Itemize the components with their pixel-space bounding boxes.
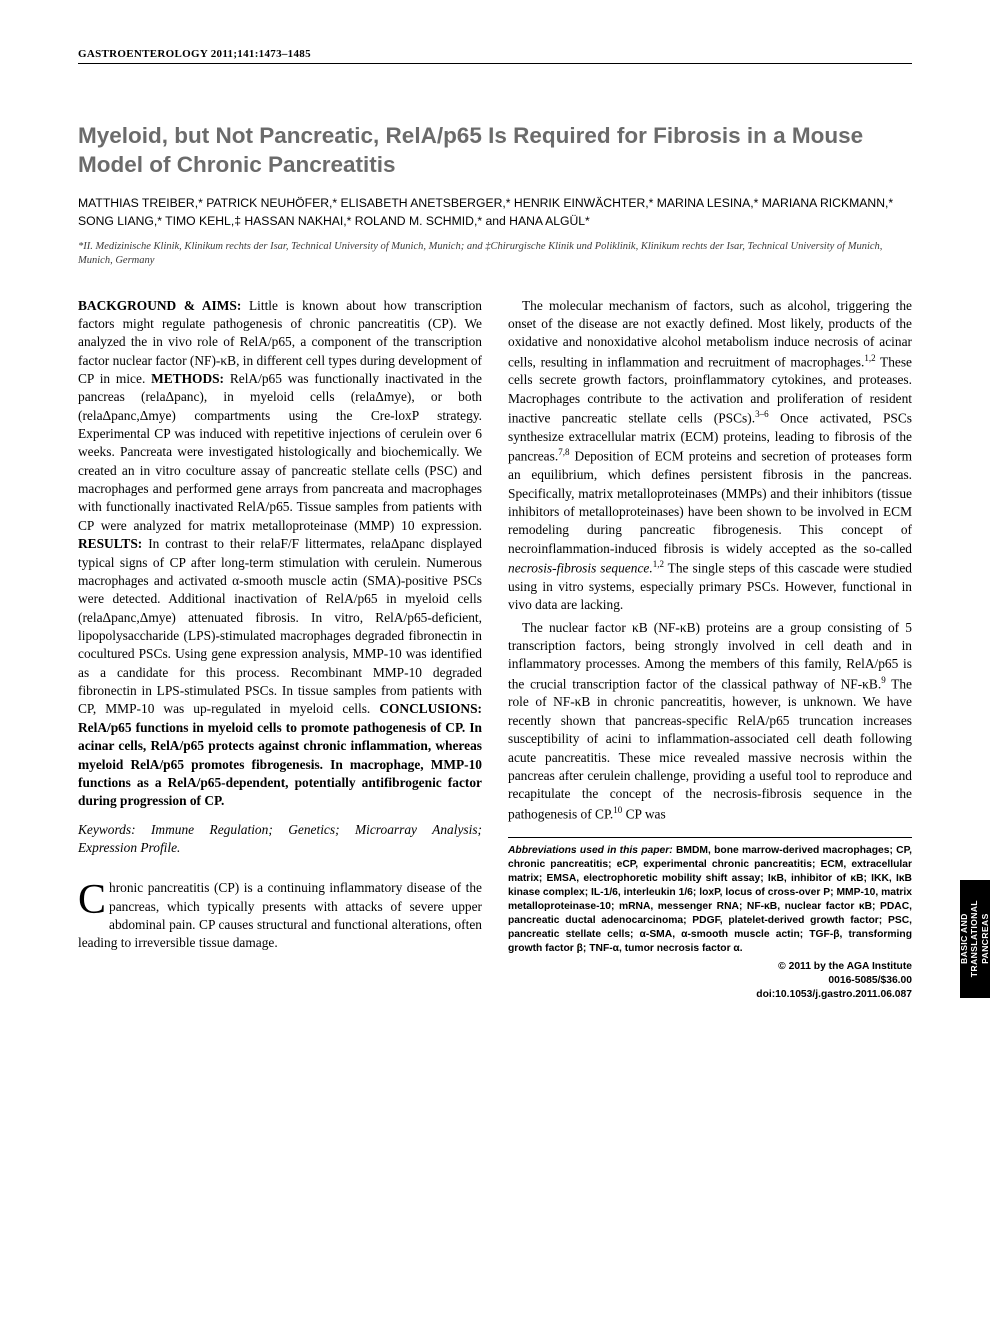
p1-seg-a: The molecular mechanism of factors, such… <box>508 298 912 370</box>
abstract-methods-label: METHODS: <box>151 371 224 386</box>
issn-line: 0016-5085/$36.00 <box>508 974 912 988</box>
abstract-results-text: In contrast to their relaF/F littermates… <box>78 536 482 716</box>
side-tab-text: BASIC AND TRANSLATIONAL PANCREAS <box>959 900 990 977</box>
citation-ref: 3–6 <box>755 409 769 419</box>
right-column: The molecular mechanism of factors, such… <box>508 297 912 1003</box>
keywords-label: Keywords: <box>78 822 136 837</box>
citation-ref: 1,2 <box>864 353 875 363</box>
body-paragraph-1: The molecular mechanism of factors, such… <box>508 297 912 615</box>
intro-text: hronic pancreatitis (CP) is a continuing… <box>78 880 482 950</box>
abstract-results-label: RESULTS: <box>78 536 142 551</box>
dropcap-letter: C <box>78 879 109 917</box>
authors-list: MATTHIAS TREIBER,* PATRICK NEUHÖFER,* EL… <box>78 194 912 231</box>
p2-seg-b: The role of NF-κB in chronic pancreatiti… <box>508 676 912 821</box>
left-column: BACKGROUND & AIMS: Little is known about… <box>78 297 482 1003</box>
abstract-methods-text: RelA/p65 was functionally inactivated in… <box>78 371 482 533</box>
side-tab-line3: PANCREAS <box>980 914 990 965</box>
keywords-block: Keywords: Immune Regulation; Genetics; M… <box>78 821 482 858</box>
citation-ref: 1,2 <box>653 559 664 569</box>
p1-italic: necrosis-fibrosis sequence. <box>508 560 653 575</box>
keywords-text: Immune Regulation; Genetics; Microarray … <box>78 822 482 855</box>
abstract-conclusions-text: RelA/p65 functions in myeloid cells to p… <box>78 720 482 808</box>
abbreviations-box: Abbreviations used in this paper: BMDM, … <box>508 837 912 955</box>
p1-seg-d: Deposition of ECM proteins and secretion… <box>508 449 912 556</box>
article-title: Myeloid, but Not Pancreatic, RelA/p65 Is… <box>78 122 912 180</box>
affiliations: *II. Medizinische Klinik, Klinikum recht… <box>78 240 912 268</box>
p2-seg-c: CP was <box>622 806 665 821</box>
abbreviations-label: Abbreviations used in this paper: <box>508 845 673 856</box>
citation-ref: 10 <box>613 805 622 815</box>
journal-header: GASTROENTEROLOGY 2011;141:1473–1485 <box>78 48 912 60</box>
abbreviations-text: BMDM, bone marrow-derived macrophages; C… <box>508 845 912 953</box>
doi-line: doi:10.1053/j.gastro.2011.06.087 <box>508 988 912 1002</box>
copyright-line: © 2011 by the AGA Institute <box>508 960 912 974</box>
abstract-background-label: BACKGROUND & AIMS: <box>78 298 241 313</box>
footer-block: © 2011 by the AGA Institute 0016-5085/$3… <box>508 960 912 1003</box>
intro-paragraph: Chronic pancreatitis (CP) is a continuin… <box>78 879 482 952</box>
abstract-block: BACKGROUND & AIMS: Little is known about… <box>78 297 482 811</box>
side-tab-line1: BASIC AND <box>959 914 969 965</box>
section-side-tab: BASIC AND TRANSLATIONAL PANCREAS <box>960 880 990 998</box>
citation-ref: 7,8 <box>558 447 569 457</box>
abstract-conclusions-label: CONCLUSIONS: <box>379 701 482 716</box>
side-tab-line2: TRANSLATIONAL <box>970 900 980 977</box>
two-column-body: BACKGROUND & AIMS: Little is known about… <box>78 297 912 1003</box>
p2-seg-a: The nuclear factor κB (NF-κB) proteins a… <box>508 620 912 692</box>
body-paragraph-2: The nuclear factor κB (NF-κB) proteins a… <box>508 619 912 824</box>
header-rule <box>78 63 912 64</box>
